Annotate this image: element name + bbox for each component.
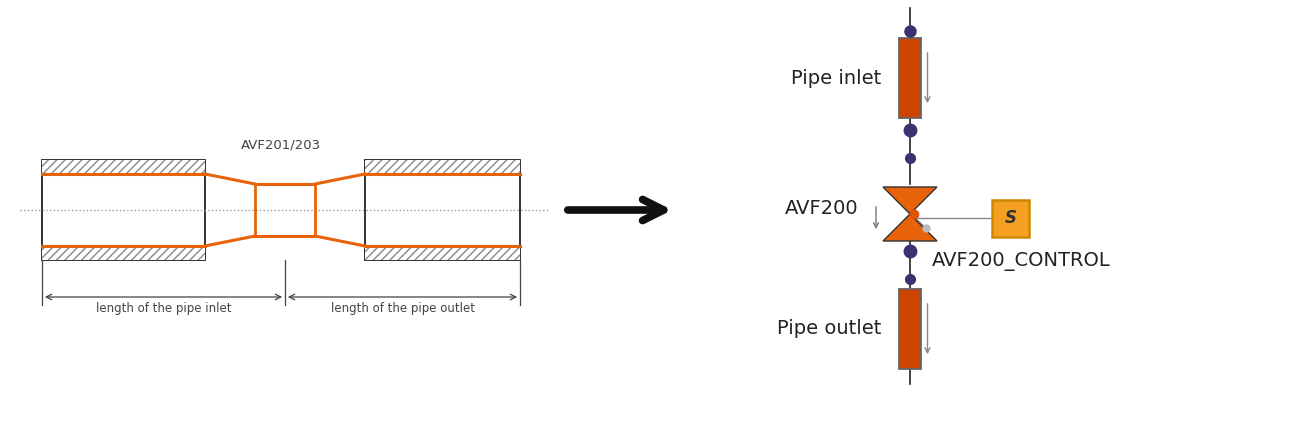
Bar: [365, 160, 520, 260]
Polygon shape: [883, 187, 937, 214]
Bar: [900, 38, 921, 118]
Bar: [365, 246, 520, 260]
Polygon shape: [883, 214, 937, 241]
Bar: [42, 160, 205, 174]
Text: AVF200_CONTROL: AVF200_CONTROL: [932, 252, 1110, 271]
Bar: [992, 199, 1029, 237]
Bar: [42, 246, 205, 260]
Text: AVF200: AVF200: [784, 199, 858, 219]
Text: AVF201/203: AVF201/203: [240, 139, 321, 152]
Text: length of the pipe outlet: length of the pipe outlet: [331, 302, 474, 315]
Bar: [365, 160, 520, 174]
Text: Pipe inlet: Pipe inlet: [791, 68, 882, 87]
Text: Pipe outlet: Pipe outlet: [777, 319, 882, 339]
Bar: [42, 160, 205, 260]
Text: length of the pipe inlet: length of the pipe inlet: [96, 302, 231, 315]
Text: S: S: [1004, 209, 1017, 227]
Bar: [900, 289, 921, 369]
